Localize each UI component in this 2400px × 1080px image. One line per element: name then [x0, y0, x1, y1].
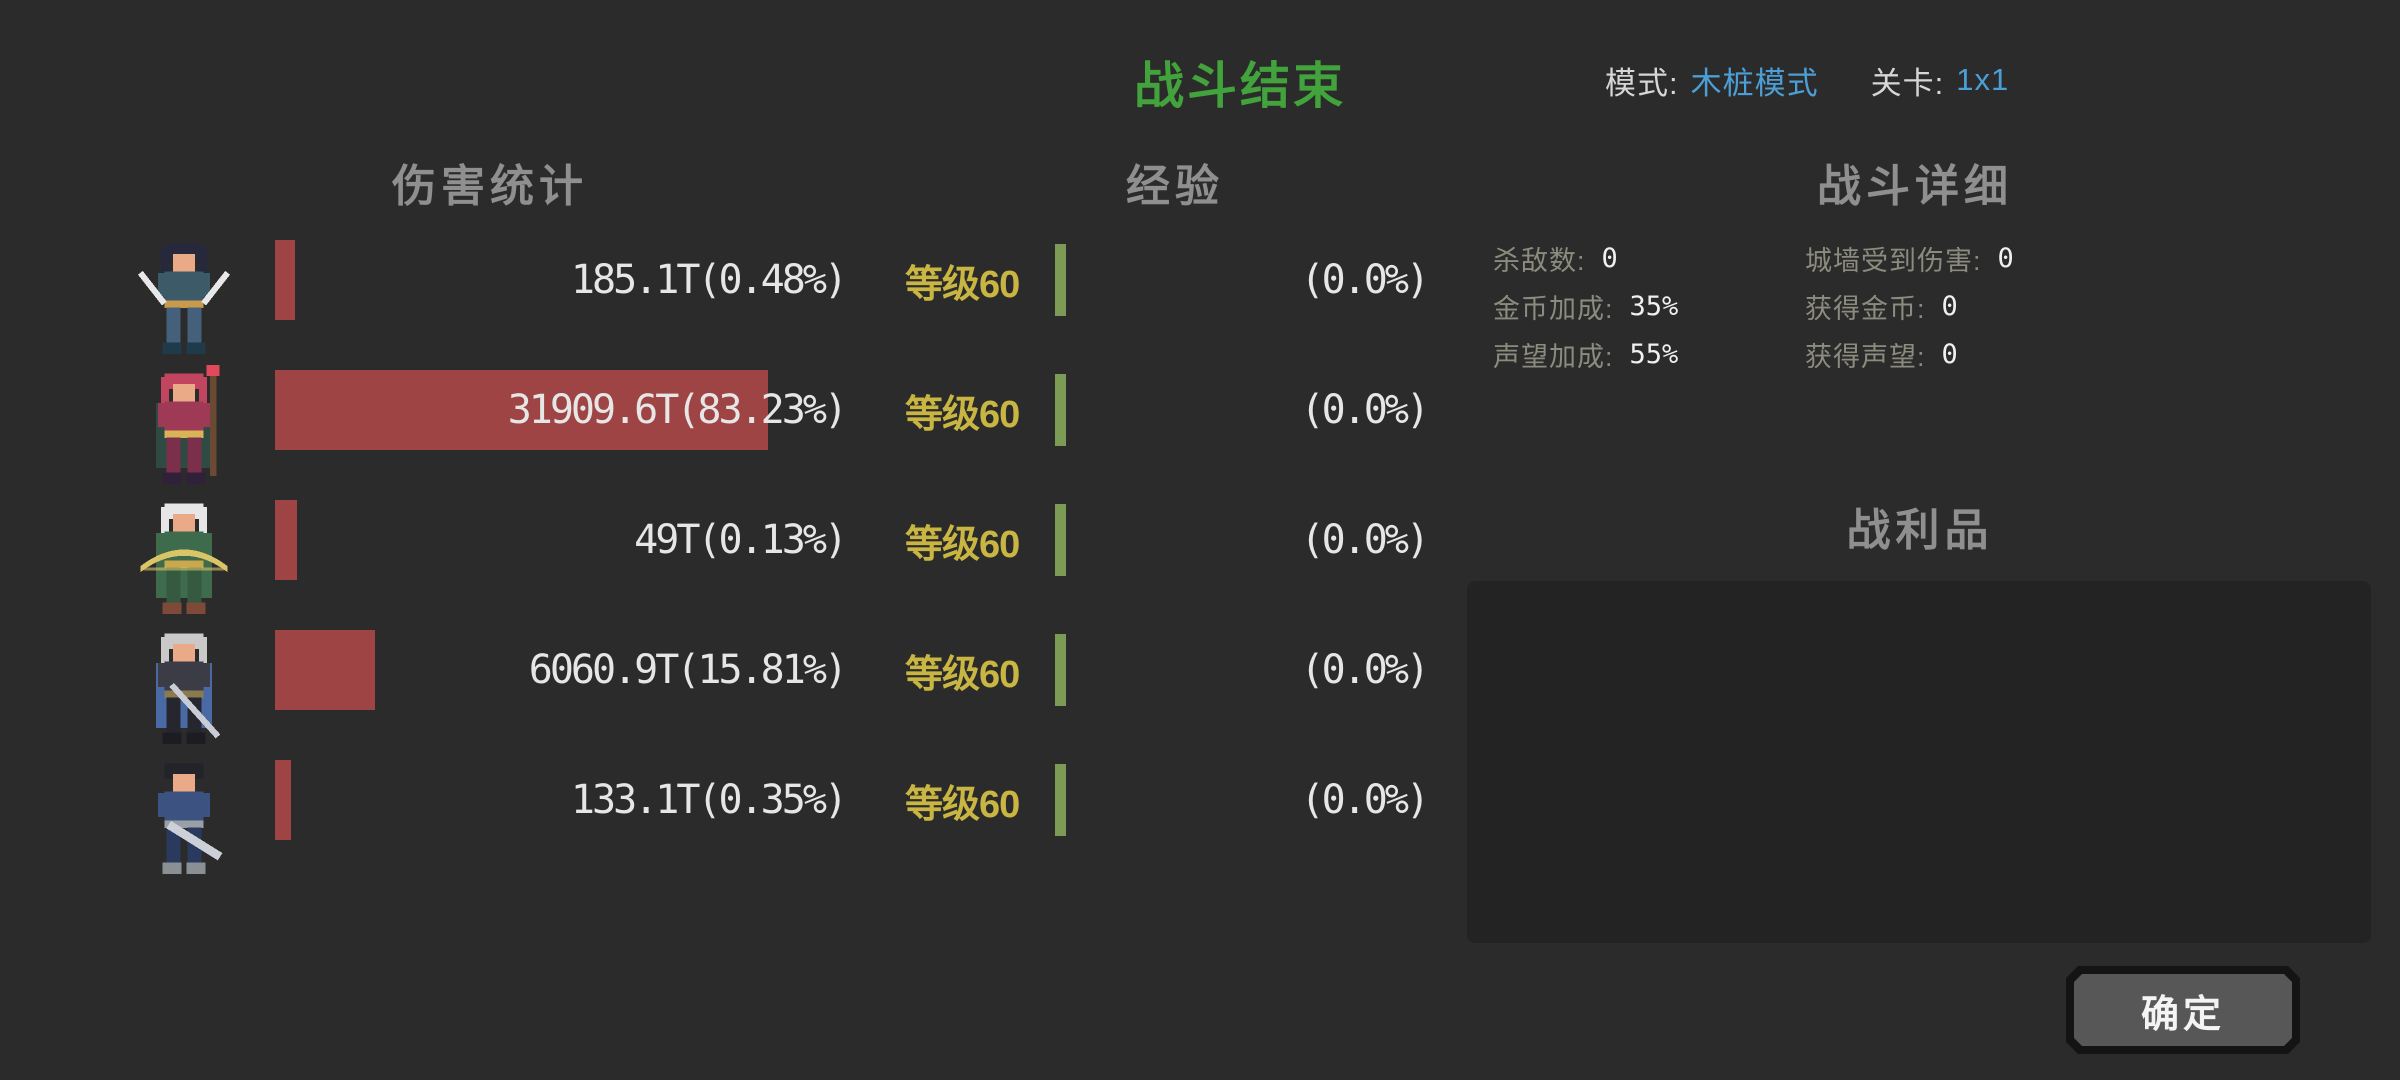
damage-row: 31909.6T(83.23%) 等级60 (0.0%)	[0, 364, 1500, 500]
exp-percent: (0.0%)	[1300, 777, 1431, 823]
mode-bar: 模式: 木桩模式 关卡: 1x1	[1605, 58, 2009, 102]
damage-section-title: 伤害统计	[392, 162, 588, 211]
exp-percent: (0.0%)	[1300, 517, 1431, 563]
samurai-sprite-icon	[155, 633, 221, 745]
exp-section-title: 经验	[1126, 162, 1224, 211]
stage-value[interactable]: 1x1	[1956, 62, 2010, 97]
damage-row: 6060.9T(15.81%) 等级60 (0.0%)	[0, 630, 1500, 760]
level-label: 等级60	[905, 263, 1020, 306]
damage-value: 49T(0.13%)	[634, 517, 848, 563]
detail-stat-label: 声望加成:	[1493, 341, 1614, 372]
damage-bar	[275, 240, 295, 320]
detail-stat-row: 金币加成: 35%	[1493, 288, 1678, 324]
details-section-title: 战斗详细	[1817, 162, 2013, 211]
detail-stat-value: 55%	[1629, 338, 1679, 370]
damage-row: 49T(0.13%) 等级60 (0.0%)	[0, 500, 1500, 630]
battle-details-right-column: 城墙受到伤害: 0 获得金币: 0 获得声望: 0	[1805, 240, 2014, 384]
damage-value: 31909.6T(83.23%)	[507, 387, 848, 433]
exp-bar	[1055, 374, 1066, 446]
detail-stat-value: 0	[1997, 242, 2014, 274]
stage-label: 关卡:	[1870, 65, 1945, 101]
mode-label: 模式:	[1605, 65, 1679, 101]
assassin-sprite-icon	[137, 243, 231, 355]
damage-bar	[275, 370, 768, 450]
detail-stat-row: 声望加成: 55%	[1493, 336, 1678, 372]
exp-bar	[1055, 634, 1066, 706]
loot-panel	[1467, 581, 2371, 943]
exp-percent: (0.0%)	[1300, 257, 1431, 303]
detail-stat-row: 城墙受到伤害: 0	[1805, 240, 2014, 276]
level-label: 等级60	[905, 653, 1020, 696]
knight-sprite-icon	[158, 763, 223, 875]
exp-percent: (0.0%)	[1300, 387, 1431, 433]
level-label: 等级60	[905, 523, 1020, 566]
damage-bar	[275, 500, 297, 580]
confirm-button-face: 确定	[2074, 974, 2292, 1046]
detail-stat-value: 0	[1601, 242, 1618, 274]
damage-value: 185.1T(0.48%)	[570, 257, 848, 303]
detail-stat-row: 杀敌数: 0	[1493, 240, 1678, 276]
confirm-button-label: 确定	[2140, 993, 2225, 1036]
mage-sprite-icon	[155, 364, 220, 485]
exp-bar	[1055, 504, 1066, 576]
detail-stat-label: 金币加成:	[1493, 293, 1614, 324]
confirm-button[interactable]: 确定	[2066, 966, 2300, 1054]
damage-bar	[275, 630, 375, 710]
loot-section-title: 战利品	[1846, 506, 1994, 555]
damage-bar	[275, 760, 291, 840]
detail-stat-row: 获得金币: 0	[1805, 288, 2014, 324]
level-label: 等级60	[905, 393, 1020, 436]
detail-stat-label: 获得声望:	[1805, 341, 1926, 372]
level-label: 等级60	[905, 783, 1020, 826]
detail-stat-value: 35%	[1629, 290, 1679, 322]
damage-row: 133.1T(0.35%) 等级60 (0.0%)	[0, 760, 1500, 890]
exp-bar	[1055, 764, 1066, 836]
detail-stat-row: 获得声望: 0	[1805, 336, 2014, 372]
exp-percent: (0.0%)	[1300, 647, 1431, 693]
detail-stat-label: 杀敌数:	[1493, 245, 1586, 276]
exp-bar	[1055, 244, 1066, 316]
detail-stat-label: 城墙受到伤害:	[1805, 245, 1982, 276]
damage-row: 185.1T(0.48%) 等级60 (0.0%)	[0, 240, 1500, 370]
page-title: 战斗结束	[1134, 58, 1346, 114]
battle-details-left-column: 杀敌数: 0 金币加成: 35% 声望加成: 55%	[1493, 240, 1678, 384]
mode-value[interactable]: 木桩模式	[1690, 65, 1819, 101]
damage-value: 6060.9T(15.81%)	[528, 647, 848, 693]
damage-value: 133.1T(0.35%)	[570, 777, 848, 823]
detail-stat-value: 0	[1941, 338, 1958, 370]
detail-stat-value: 0	[1941, 290, 1958, 322]
archer-sprite-icon	[140, 503, 228, 615]
detail-stat-label: 获得金币:	[1805, 293, 1926, 324]
